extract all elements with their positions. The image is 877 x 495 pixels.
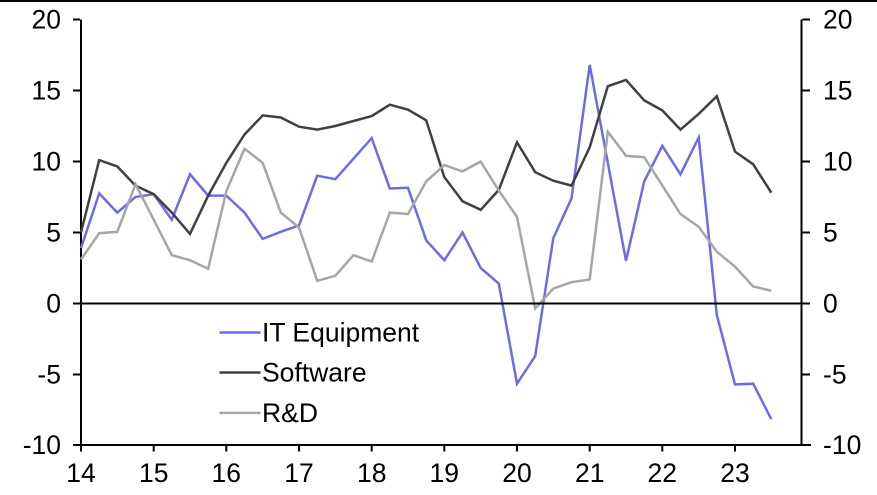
svg-text:IT Equipment: IT Equipment [262, 318, 420, 348]
svg-text:5: 5 [46, 217, 61, 247]
svg-text:20: 20 [502, 458, 531, 488]
svg-text:-10: -10 [823, 430, 861, 460]
svg-text:10: 10 [32, 146, 61, 176]
svg-text:17: 17 [284, 458, 313, 488]
svg-text:5: 5 [823, 217, 838, 247]
svg-text:20: 20 [32, 4, 61, 34]
svg-text:22: 22 [648, 458, 677, 488]
svg-text:-10: -10 [23, 430, 61, 460]
svg-text:19: 19 [430, 458, 459, 488]
svg-text:15: 15 [32, 75, 61, 105]
svg-text:15: 15 [139, 458, 168, 488]
svg-text:18: 18 [357, 458, 386, 488]
svg-text:14: 14 [66, 458, 95, 488]
svg-text:15: 15 [823, 75, 852, 105]
svg-text:21: 21 [575, 458, 604, 488]
svg-text:-5: -5 [823, 359, 847, 389]
svg-text:Software: Software [262, 358, 367, 388]
svg-text:0: 0 [46, 288, 61, 318]
svg-text:10: 10 [823, 146, 852, 176]
svg-text:-5: -5 [37, 359, 61, 389]
svg-text:0: 0 [823, 288, 838, 318]
svg-text:16: 16 [212, 458, 241, 488]
svg-text:R&D: R&D [262, 398, 318, 428]
svg-text:23: 23 [720, 458, 749, 488]
svg-text:20: 20 [823, 4, 852, 34]
